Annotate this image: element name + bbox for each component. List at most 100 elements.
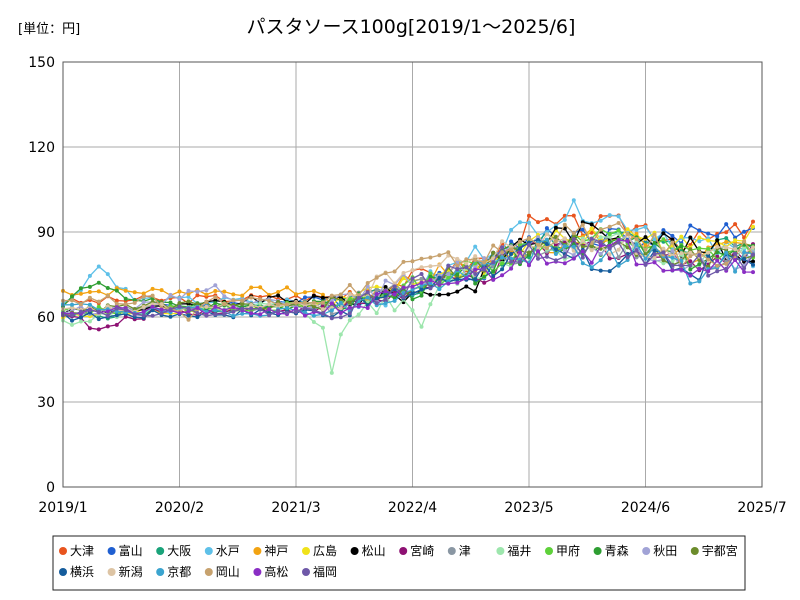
data-point	[285, 302, 289, 307]
data-point	[697, 235, 702, 240]
data-point	[132, 312, 137, 317]
data-point	[553, 247, 558, 252]
data-point	[679, 263, 684, 268]
data-point	[150, 308, 155, 313]
data-point	[231, 309, 236, 314]
data-point	[222, 308, 227, 313]
data-point	[159, 288, 164, 293]
data-point	[553, 225, 558, 230]
data-point	[114, 322, 119, 327]
data-point	[634, 227, 639, 232]
data-point	[320, 311, 325, 316]
data-point	[329, 308, 334, 313]
data-point	[661, 246, 666, 251]
data-point	[544, 232, 549, 237]
unit-label: [単位：円]	[18, 21, 80, 37]
x-tick-label: 2025/7	[737, 500, 786, 516]
legend-marker	[642, 547, 651, 555]
data-point	[670, 255, 675, 260]
legend-marker	[302, 568, 310, 576]
data-point	[544, 217, 549, 222]
data-point	[374, 275, 379, 280]
data-point	[670, 268, 675, 273]
data-point	[527, 263, 531, 268]
data-point	[195, 305, 200, 310]
data-point	[231, 305, 236, 310]
legend-marker	[399, 547, 408, 555]
legend-label: 広島	[313, 543, 337, 558]
data-point	[285, 306, 289, 310]
data-point	[150, 313, 155, 318]
data-point	[276, 308, 281, 313]
data-point	[303, 295, 307, 300]
data-point	[598, 268, 603, 273]
data-point	[571, 198, 576, 203]
data-point	[527, 236, 531, 241]
data-point	[446, 275, 451, 280]
data-point	[419, 272, 424, 276]
data-point	[473, 277, 478, 282]
data-point	[410, 259, 415, 264]
data-point	[374, 284, 379, 289]
data-point	[123, 314, 128, 319]
data-point	[347, 311, 352, 316]
data-point	[634, 262, 639, 267]
data-point	[177, 304, 182, 309]
data-point	[446, 263, 451, 268]
data-point	[616, 214, 621, 219]
data-point	[96, 280, 101, 285]
data-point	[276, 302, 281, 307]
data-point	[527, 250, 531, 255]
legend-label: 福岡	[313, 564, 337, 579]
data-point	[249, 303, 254, 307]
data-point	[267, 307, 272, 312]
data-point	[96, 299, 101, 304]
data-point	[697, 250, 702, 255]
data-point	[518, 246, 522, 251]
data-point	[446, 250, 451, 255]
data-point	[670, 240, 675, 245]
legend-label: 福井	[507, 543, 531, 558]
data-point	[428, 264, 433, 269]
data-point	[527, 220, 531, 225]
data-point	[392, 269, 397, 274]
data-point	[544, 246, 549, 251]
data-point	[186, 317, 191, 322]
data-point	[607, 256, 612, 261]
data-point	[500, 267, 505, 272]
data-point	[168, 300, 173, 305]
data-point	[491, 250, 496, 255]
data-point	[706, 250, 711, 255]
data-point	[87, 295, 92, 300]
data-point	[464, 257, 469, 262]
data-point	[446, 281, 451, 286]
data-point	[392, 281, 397, 286]
data-point	[105, 309, 110, 314]
data-point	[652, 255, 657, 260]
data-point	[249, 311, 254, 316]
data-point	[751, 224, 755, 229]
data-point	[679, 267, 684, 272]
data-point	[571, 253, 576, 258]
data-point	[105, 313, 110, 318]
data-point	[571, 237, 576, 242]
legend-label: 京都	[167, 565, 191, 579]
data-point	[78, 319, 83, 324]
data-point	[544, 242, 549, 246]
data-point	[751, 219, 755, 224]
data-point	[78, 291, 83, 296]
data-point	[87, 302, 92, 307]
data-point	[571, 256, 576, 261]
data-point	[455, 272, 460, 277]
data-point	[132, 298, 137, 303]
data-point	[428, 292, 433, 297]
x-tick-label: 2024/6	[621, 500, 670, 516]
data-point	[616, 228, 621, 233]
data-point	[580, 244, 585, 249]
data-point	[688, 267, 693, 272]
legend-box	[52, 535, 746, 591]
series-9	[61, 231, 755, 375]
data-point	[96, 289, 101, 294]
data-point	[562, 248, 567, 253]
data-point	[294, 306, 298, 311]
